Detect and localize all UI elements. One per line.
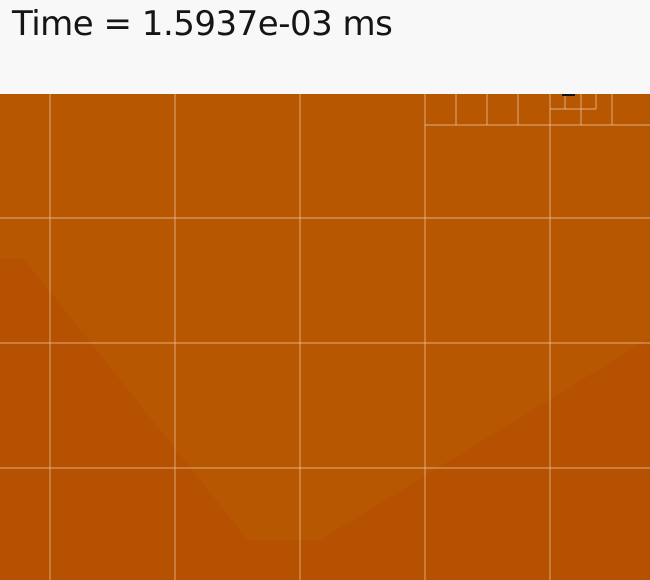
time-readout: Time = 1.5937e-03 ms xyxy=(12,4,393,44)
field-inner-region xyxy=(0,94,650,540)
simulation-viewport xyxy=(0,94,650,580)
mesh-grid xyxy=(0,94,650,580)
mesh-field-plot xyxy=(0,94,650,580)
tiny-feature-mark xyxy=(562,94,575,96)
